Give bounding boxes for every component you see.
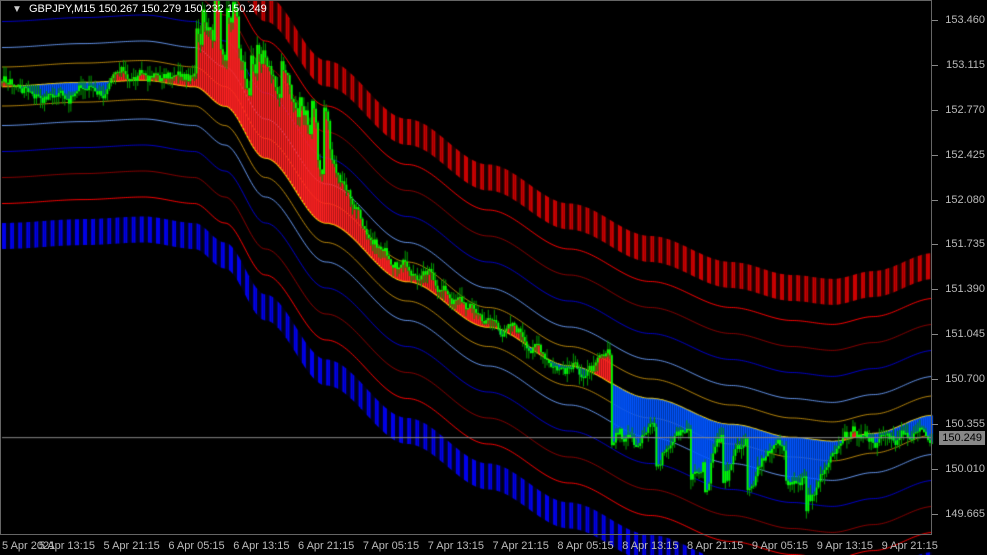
y-tick-mark [932, 334, 938, 335]
y-tick-mark [932, 379, 938, 380]
y-tick-label: 150.355 [945, 418, 985, 430]
y-tick-mark [932, 424, 938, 425]
price-chart-canvas[interactable] [0, 0, 987, 555]
y-tick-label: 153.460 [945, 14, 985, 26]
y-tick-label: 152.770 [945, 104, 985, 116]
x-tick-label: 5 Apr 13:15 [39, 540, 95, 552]
x-tick-label: 7 Apr 05:15 [363, 540, 419, 552]
y-tick-label: 152.080 [945, 194, 985, 206]
x-tick-label: 8 Apr 05:15 [557, 540, 613, 552]
y-tick-mark [932, 20, 938, 21]
x-tick-label: 8 Apr 21:15 [687, 540, 743, 552]
y-tick-label: 151.045 [945, 328, 985, 340]
chart-border [0, 0, 1, 535]
current-price-box: 150.249 [939, 431, 985, 445]
y-tick-mark [932, 200, 938, 201]
x-axis: 5 Apr 20215 Apr 13:155 Apr 21:156 Apr 05… [0, 535, 932, 555]
y-tick-label: 149.665 [945, 508, 985, 520]
y-tick-label: 151.390 [945, 283, 985, 295]
ohlc-low: 150.232 [184, 3, 224, 15]
y-tick-mark [932, 469, 938, 470]
symbol-text: GBPJPY,M15 [29, 3, 95, 15]
y-tick-mark [932, 244, 938, 245]
x-tick-label: 9 Apr 05:15 [752, 540, 808, 552]
x-tick-label: 6 Apr 21:15 [298, 540, 354, 552]
x-tick-label: 8 Apr 13:15 [622, 540, 678, 552]
y-tick-label: 151.735 [945, 238, 985, 250]
x-tick-label: 6 Apr 13:15 [233, 540, 289, 552]
chart-container[interactable]: ▼ GBPJPY,M15 150.267 150.279 150.232 150… [0, 0, 987, 555]
x-tick-label: 5 Apr 21:15 [104, 540, 160, 552]
y-tick-label: 152.425 [945, 149, 985, 161]
x-tick-label: 9 Apr 13:15 [817, 540, 873, 552]
ohlc-high: 150.279 [141, 3, 181, 15]
y-tick-mark [932, 110, 938, 111]
chart-border [0, 0, 932, 1]
symbol-ohlc-label: ▼ GBPJPY,M15 150.267 150.279 150.232 150… [12, 3, 267, 15]
y-tick-label: 150.010 [945, 463, 985, 475]
dropdown-arrow-icon: ▼ [12, 4, 22, 15]
current-price-value: 150.249 [942, 432, 982, 444]
y-axis: 153.460 153.115 152.770 152.425 152.080 151.7… [932, 0, 987, 535]
x-tick-label: 7 Apr 13:15 [428, 540, 484, 552]
y-tick-label: 150.700 [945, 373, 985, 385]
x-tick-label: 7 Apr 21:15 [493, 540, 549, 552]
x-tick-label: 9 Apr 21:15 [882, 540, 938, 552]
ohlc-close: 150.249 [227, 3, 267, 15]
y-tick-label: 153.115 [946, 59, 985, 71]
y-tick-mark [932, 155, 938, 156]
y-tick-mark [932, 514, 938, 515]
y-tick-mark [932, 65, 938, 66]
ohlc-open: 150.267 [98, 3, 138, 15]
x-tick-label: 6 Apr 05:15 [168, 540, 224, 552]
y-tick-mark [932, 289, 938, 290]
